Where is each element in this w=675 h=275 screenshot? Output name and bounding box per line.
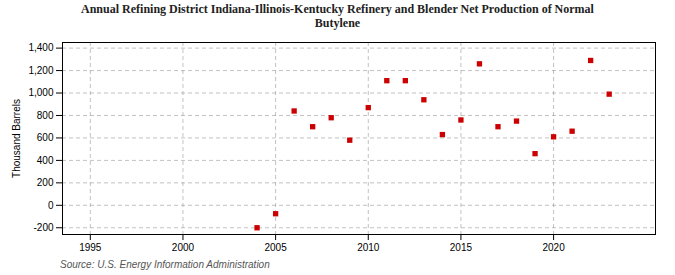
svg-text:1,000: 1,000 bbox=[28, 87, 53, 98]
html-text:Source: U.S. Energy Informatio: Source: U.S. Energy Information Administ… bbox=[60, 259, 270, 270]
svg-text:1,200: 1,200 bbox=[28, 65, 53, 76]
svg-text:2020: 2020 bbox=[542, 242, 565, 253]
svg-text:0: 0 bbox=[48, 200, 54, 211]
svg-text:Thousand Barrels: Thousand Barrels bbox=[11, 99, 22, 178]
svg-text:2010: 2010 bbox=[357, 242, 380, 253]
svg-text:2015: 2015 bbox=[450, 242, 473, 253]
svg-text:1,400: 1,400 bbox=[28, 42, 53, 53]
svg-text:2005: 2005 bbox=[264, 242, 287, 253]
svg-text:600: 600 bbox=[37, 132, 54, 143]
svg-text:200: 200 bbox=[37, 177, 54, 188]
svg-text:-200: -200 bbox=[33, 222, 53, 233]
svg-text:1995: 1995 bbox=[79, 242, 102, 253]
svg-text:2000: 2000 bbox=[172, 242, 195, 253]
html-text:Annual Refining District India: Annual Refining District Indiana-Illinoi… bbox=[81, 2, 594, 30]
svg-text:400: 400 bbox=[37, 155, 54, 166]
svg-text:800: 800 bbox=[37, 110, 54, 121]
